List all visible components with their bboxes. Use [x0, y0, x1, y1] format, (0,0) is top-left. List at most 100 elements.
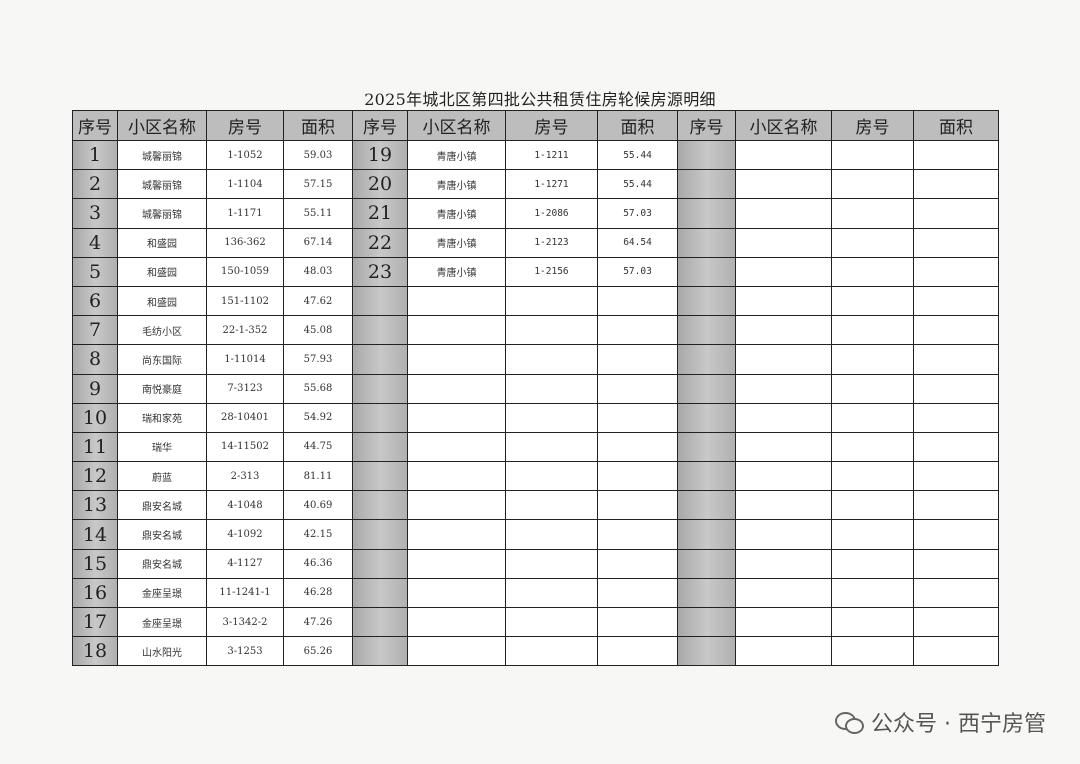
- cell-area: [913, 373, 999, 404]
- cell-room: [505, 285, 598, 317]
- table-row: 15 鼎安名城 4-1127 46.36: [72, 548, 999, 579]
- cell-seq: [677, 139, 736, 171]
- cell-room: 7-3123: [206, 373, 284, 404]
- cell-room: 151-1102: [206, 285, 284, 317]
- cell-area: [913, 548, 999, 579]
- cell-area: [597, 344, 678, 375]
- cell-room: 1-2156: [505, 256, 598, 287]
- cell-name: [735, 402, 832, 433]
- cell-seq: 4: [72, 227, 118, 258]
- cell-room: 136-362: [206, 227, 284, 258]
- cell-area: [913, 344, 999, 375]
- cell-name: [407, 490, 506, 521]
- table-row: 5 和盛园 150-1059 48.03 23 青唐小镇 1-2156 57.03: [72, 256, 999, 287]
- cell-room: [831, 344, 914, 375]
- cell-name: 金座呈璟: [117, 577, 207, 609]
- column-header: 面积: [283, 110, 353, 141]
- cell-name: 青唐小镇: [407, 256, 506, 287]
- cell-room: [505, 577, 598, 609]
- cell-area: 57.03: [597, 256, 678, 287]
- cell-name: 蔚蓝: [117, 461, 207, 492]
- cell-room: [831, 519, 914, 550]
- cell-seq: [677, 461, 736, 492]
- cell-room: [831, 227, 914, 258]
- cell-name: [735, 285, 832, 317]
- table-row: 9 南悦豪庭 7-3123 55.68: [72, 373, 999, 404]
- cell-name: [407, 285, 506, 317]
- table-row: 16 金座呈璟 11-1241-1 46.28: [72, 577, 999, 609]
- cell-name: 鼎安名城: [117, 519, 207, 550]
- cell-room: 3-1253: [206, 636, 284, 667]
- cell-area: [597, 285, 678, 317]
- cell-seq: 15: [72, 548, 118, 579]
- cell-area: 54.92: [283, 402, 353, 433]
- cell-seq: [352, 636, 408, 667]
- cell-room: 4-1127: [206, 548, 284, 579]
- cell-area: [597, 636, 678, 667]
- cell-area: [913, 315, 999, 346]
- cell-name: [735, 606, 832, 638]
- cell-area: [597, 519, 678, 550]
- cell-area: 59.03: [283, 139, 353, 171]
- cell-room: 1-1171: [206, 198, 284, 229]
- cell-area: [913, 139, 999, 171]
- cell-area: [597, 548, 678, 579]
- cell-name: [735, 548, 832, 579]
- cell-area: 55.44: [597, 169, 678, 200]
- cell-area: 48.03: [283, 256, 353, 287]
- cell-room: 11-1241-1: [206, 577, 284, 609]
- cell-area: 46.36: [283, 548, 353, 579]
- cell-seq: 18: [72, 636, 118, 667]
- cell-seq: 3: [72, 198, 118, 229]
- cell-room: 2-313: [206, 461, 284, 492]
- cell-seq: [352, 285, 408, 317]
- table-row: 18 山水阳光 3-1253 65.26: [72, 636, 999, 667]
- cell-area: [597, 490, 678, 521]
- cell-seq: [677, 344, 736, 375]
- cell-name: 城馨丽锦: [117, 169, 207, 200]
- cell-seq: 12: [72, 461, 118, 492]
- cell-area: [913, 606, 999, 638]
- cell-area: [597, 431, 678, 463]
- cell-name: [735, 169, 832, 200]
- cell-seq: 11: [72, 431, 118, 463]
- housing-list-table: 序号 小区名称 房号 面积 序号 小区名称 房号 面积 序号 小区名称 房号 面积 1 城馨丽锦 1-10…: [72, 110, 999, 667]
- cell-room: [831, 169, 914, 200]
- column-header: 小区名称: [407, 110, 506, 141]
- cell-room: 1-2123: [505, 227, 598, 258]
- cell-name: 青唐小镇: [407, 198, 506, 229]
- cell-area: 46.28: [283, 577, 353, 609]
- cell-area: [913, 169, 999, 200]
- column-header: 小区名称: [117, 110, 207, 141]
- cell-seq: [352, 402, 408, 433]
- cell-room: [505, 548, 598, 579]
- cell-area: [597, 402, 678, 433]
- cell-seq: 20: [352, 169, 408, 200]
- cell-name: [735, 198, 832, 229]
- cell-room: [831, 606, 914, 638]
- cell-room: [505, 461, 598, 492]
- table-row: 2 城馨丽锦 1-1104 57.15 20 青唐小镇 1-1271 55.44: [72, 169, 999, 200]
- cell-seq: [352, 490, 408, 521]
- cell-room: [831, 402, 914, 433]
- cell-name: 南悦豪庭: [117, 373, 207, 404]
- column-header: 序号: [352, 110, 408, 141]
- cell-area: [597, 373, 678, 404]
- cell-name: [735, 344, 832, 375]
- cell-area: 45.08: [283, 315, 353, 346]
- watermark: 公众号 · 西宁房管: [835, 706, 1046, 738]
- table-row: 7 毛纺小区 22-1-352 45.08: [72, 315, 999, 346]
- cell-room: [505, 402, 598, 433]
- cell-seq: [352, 461, 408, 492]
- cell-area: [913, 636, 999, 667]
- cell-seq: [352, 344, 408, 375]
- column-header: 房号: [505, 110, 598, 141]
- table-row: 8 尚东国际 1-11014 57.93: [72, 344, 999, 375]
- cell-name: [735, 519, 832, 550]
- cell-name: [407, 519, 506, 550]
- cell-area: 47.62: [283, 285, 353, 317]
- cell-room: [831, 198, 914, 229]
- table-row: 1 城馨丽锦 1-1052 59.03 19 青唐小镇 1-1211 55.44: [72, 139, 999, 171]
- cell-room: [831, 490, 914, 521]
- cell-seq: [677, 198, 736, 229]
